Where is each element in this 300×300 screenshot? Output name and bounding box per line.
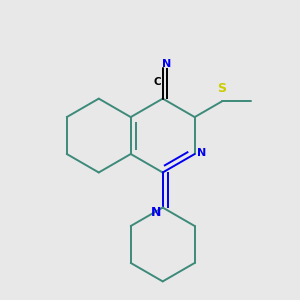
Text: N: N (151, 206, 161, 219)
Text: N: N (197, 148, 206, 158)
Text: C: C (153, 77, 161, 87)
Text: N: N (162, 59, 171, 70)
Text: S: S (218, 82, 226, 95)
